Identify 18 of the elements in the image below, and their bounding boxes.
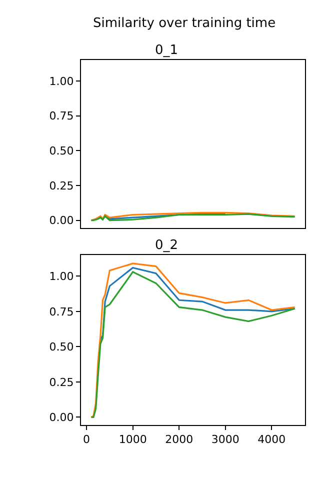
text: Similarity over training time [93, 16, 276, 31]
y-tick-label: 0.50 [49, 340, 74, 354]
chart-title: 0_1 [155, 43, 178, 58]
x-tick-label: 0 [83, 433, 90, 446]
chart-title: 0_2 [155, 238, 178, 253]
y-tick-label: 0.50 [49, 144, 74, 158]
x-tick-label: 1000 [118, 433, 147, 446]
y-tick-label: 0.25 [49, 179, 74, 192]
y-tick-label: 0.00 [49, 411, 74, 424]
y-tick-label: 0.75 [49, 305, 74, 318]
x-tick-label: 3000 [211, 433, 240, 446]
x-tick-label: 2000 [165, 433, 194, 446]
y-tick-label: 0.25 [49, 376, 74, 389]
y-tick-label: 0.75 [49, 110, 74, 123]
y-tick-label: 0.00 [49, 214, 74, 228]
x-tick-label: 4000 [258, 433, 286, 446]
y-tick-label: 1.00 [49, 74, 74, 88]
y-tick-label: 1.00 [49, 270, 74, 284]
